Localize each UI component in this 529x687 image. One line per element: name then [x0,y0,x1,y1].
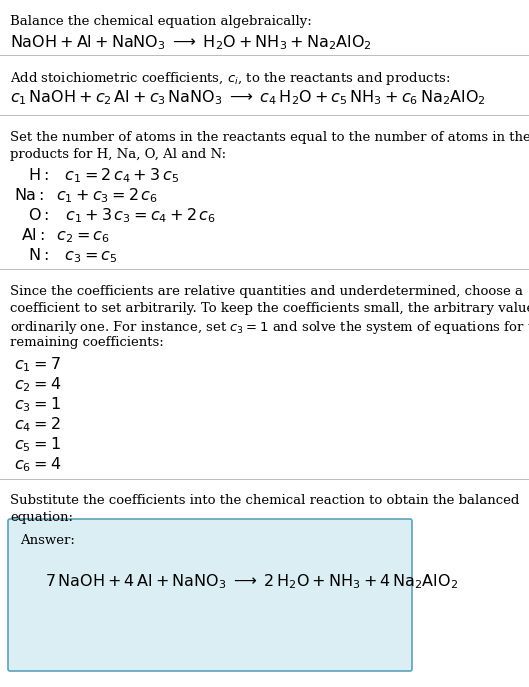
Text: Balance the chemical equation algebraically:: Balance the chemical equation algebraica… [10,15,312,28]
Text: $c_5 = 1$: $c_5 = 1$ [14,435,61,453]
Text: $c_1 = 7$: $c_1 = 7$ [14,355,61,374]
Text: Answer:: Answer: [20,534,75,547]
Text: $\mathrm{NaOH + Al + NaNO_3 \;\longrightarrow\; H_2O + NH_3 + Na_2AlO_2}$: $\mathrm{NaOH + Al + NaNO_3 \;\longright… [10,33,372,52]
Text: $\mathrm{H:}\;\;\; c_1 = 2\,c_4 + 3\,c_5$: $\mathrm{H:}\;\;\; c_1 = 2\,c_4 + 3\,c_5… [28,166,179,185]
Text: equation:: equation: [10,511,73,524]
Text: $c_6 = 4$: $c_6 = 4$ [14,455,61,474]
Text: Since the coefficients are relative quantities and underdetermined, choose a: Since the coefficients are relative quan… [10,285,523,298]
Text: Set the number of atoms in the reactants equal to the number of atoms in the: Set the number of atoms in the reactants… [10,131,529,144]
Text: $7\,\mathrm{NaOH} + 4\,\mathrm{Al} + \mathrm{NaNO_3} \;\longrightarrow\; 2\,\mat: $7\,\mathrm{NaOH} + 4\,\mathrm{Al} + \ma… [45,573,458,592]
Text: $c_4 = 2$: $c_4 = 2$ [14,415,60,433]
Text: $\mathrm{N:}\;\;\; c_3 = c_5$: $\mathrm{N:}\;\;\; c_3 = c_5$ [28,246,117,264]
Text: $\mathrm{Na:}\;\; c_1 + c_3 = 2\,c_6$: $\mathrm{Na:}\;\; c_1 + c_3 = 2\,c_6$ [14,186,158,205]
Text: $c_3 = 1$: $c_3 = 1$ [14,395,61,414]
Text: remaining coefficients:: remaining coefficients: [10,336,164,349]
Text: Add stoichiometric coefficients, $c_i$, to the reactants and products:: Add stoichiometric coefficients, $c_i$, … [10,70,450,87]
Text: $\mathrm{Al:}\;\; c_2 = c_6$: $\mathrm{Al:}\;\; c_2 = c_6$ [21,226,110,245]
Text: products for H, Na, O, Al and N:: products for H, Na, O, Al and N: [10,148,226,161]
Text: $c_2 = 4$: $c_2 = 4$ [14,375,61,394]
Text: coefficient to set arbitrarily. To keep the coefficients small, the arbitrary va: coefficient to set arbitrarily. To keep … [10,302,529,315]
FancyBboxPatch shape [8,519,412,671]
Text: Substitute the coefficients into the chemical reaction to obtain the balanced: Substitute the coefficients into the che… [10,494,519,507]
Text: $\mathrm{O:}\;\;\; c_1 + 3\,c_3 = c_4 + 2\,c_6$: $\mathrm{O:}\;\;\; c_1 + 3\,c_3 = c_4 + … [28,206,216,225]
Text: $c_1\,\mathrm{NaOH} + c_2\,\mathrm{Al} + c_3\,\mathrm{NaNO_3} \;\longrightarrow\: $c_1\,\mathrm{NaOH} + c_2\,\mathrm{Al} +… [10,88,486,106]
Text: ordinarily one. For instance, set $c_3 = 1$ and solve the system of equations fo: ordinarily one. For instance, set $c_3 =… [10,319,529,336]
